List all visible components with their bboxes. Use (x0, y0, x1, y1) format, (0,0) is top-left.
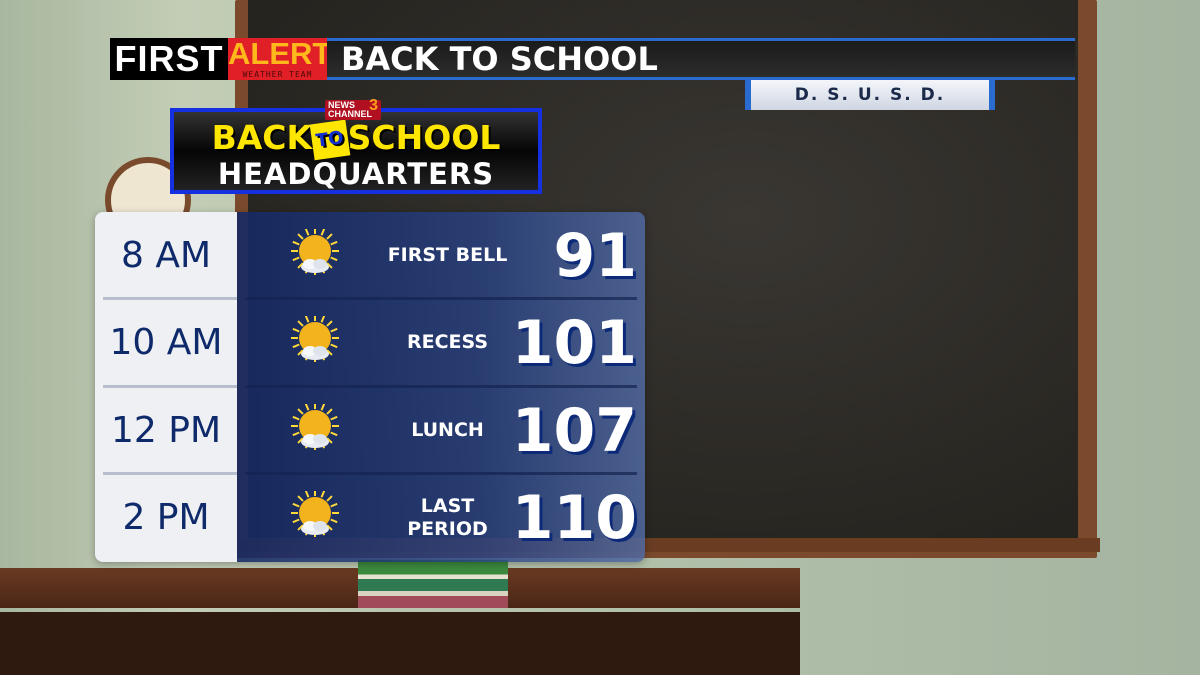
logo-number: 3 (369, 97, 378, 114)
forecast-row: 8 AM FIRST BELL 91 (95, 212, 645, 299)
time-label: 8 AM (120, 235, 212, 276)
temperature: 101 (511, 307, 637, 378)
row-divider (245, 297, 637, 300)
district-tab: D. S. U. S. D. (745, 80, 995, 110)
desk-front (0, 612, 800, 675)
logo-back: BACK (211, 118, 313, 157)
period-label: RECESS (406, 331, 489, 353)
time-label: 10 AM (109, 322, 223, 363)
period-label: LAST PERIOD (407, 494, 488, 540)
book-stack (358, 560, 508, 608)
logo-line1: BACK TOSCHOOL (174, 118, 538, 160)
alert-logo: ALERT WEATHER TEAM (228, 36, 332, 80)
first-label: FIRST (110, 38, 228, 80)
row-divider (103, 297, 237, 300)
logo-news: NEWS (328, 100, 355, 110)
logo-school: SCHOOL (347, 118, 501, 157)
logo-channel: CHANNEL (328, 109, 372, 119)
temperature: 91 (553, 220, 638, 291)
forecast-row: 12 PM LUNCH 107 (95, 387, 645, 474)
mostly-sunny-icon (290, 402, 340, 454)
time-label: 2 PM (122, 497, 210, 538)
logo-to: TO (309, 119, 350, 160)
weather-team-label: WEATHER TEAM (242, 70, 313, 79)
time-label: 12 PM (110, 410, 222, 451)
temperature: 107 (511, 395, 637, 466)
row-divider (103, 472, 237, 475)
mostly-sunny-icon (290, 314, 340, 366)
news-channel-3-logo: NEWS CHANNEL 3 (325, 97, 381, 120)
period-label: LUNCH (411, 419, 484, 441)
temperature: 110 (511, 482, 637, 553)
row-divider (245, 385, 637, 388)
mostly-sunny-icon (290, 227, 340, 279)
forecast-table: 8 AM FIRST BELL 91 10 AM RECESS 101 12 PM … (95, 212, 645, 562)
forecast-row: 10 AM RECESS 101 (95, 299, 645, 386)
period-label: FIRST BELL (387, 244, 508, 266)
forecast-row: 2 PM LAST PERIOD 110 (95, 474, 645, 561)
row-divider (103, 385, 237, 388)
logo-line2: HEADQUARTERS (217, 156, 495, 191)
mostly-sunny-icon (290, 489, 340, 541)
alert-label: ALERT (228, 36, 332, 71)
row-divider (245, 472, 637, 475)
back-to-school-logo: BACK TOSCHOOL HEADQUARTERS (170, 108, 542, 194)
banner-title: BACK TO SCHOOL (327, 38, 1075, 80)
